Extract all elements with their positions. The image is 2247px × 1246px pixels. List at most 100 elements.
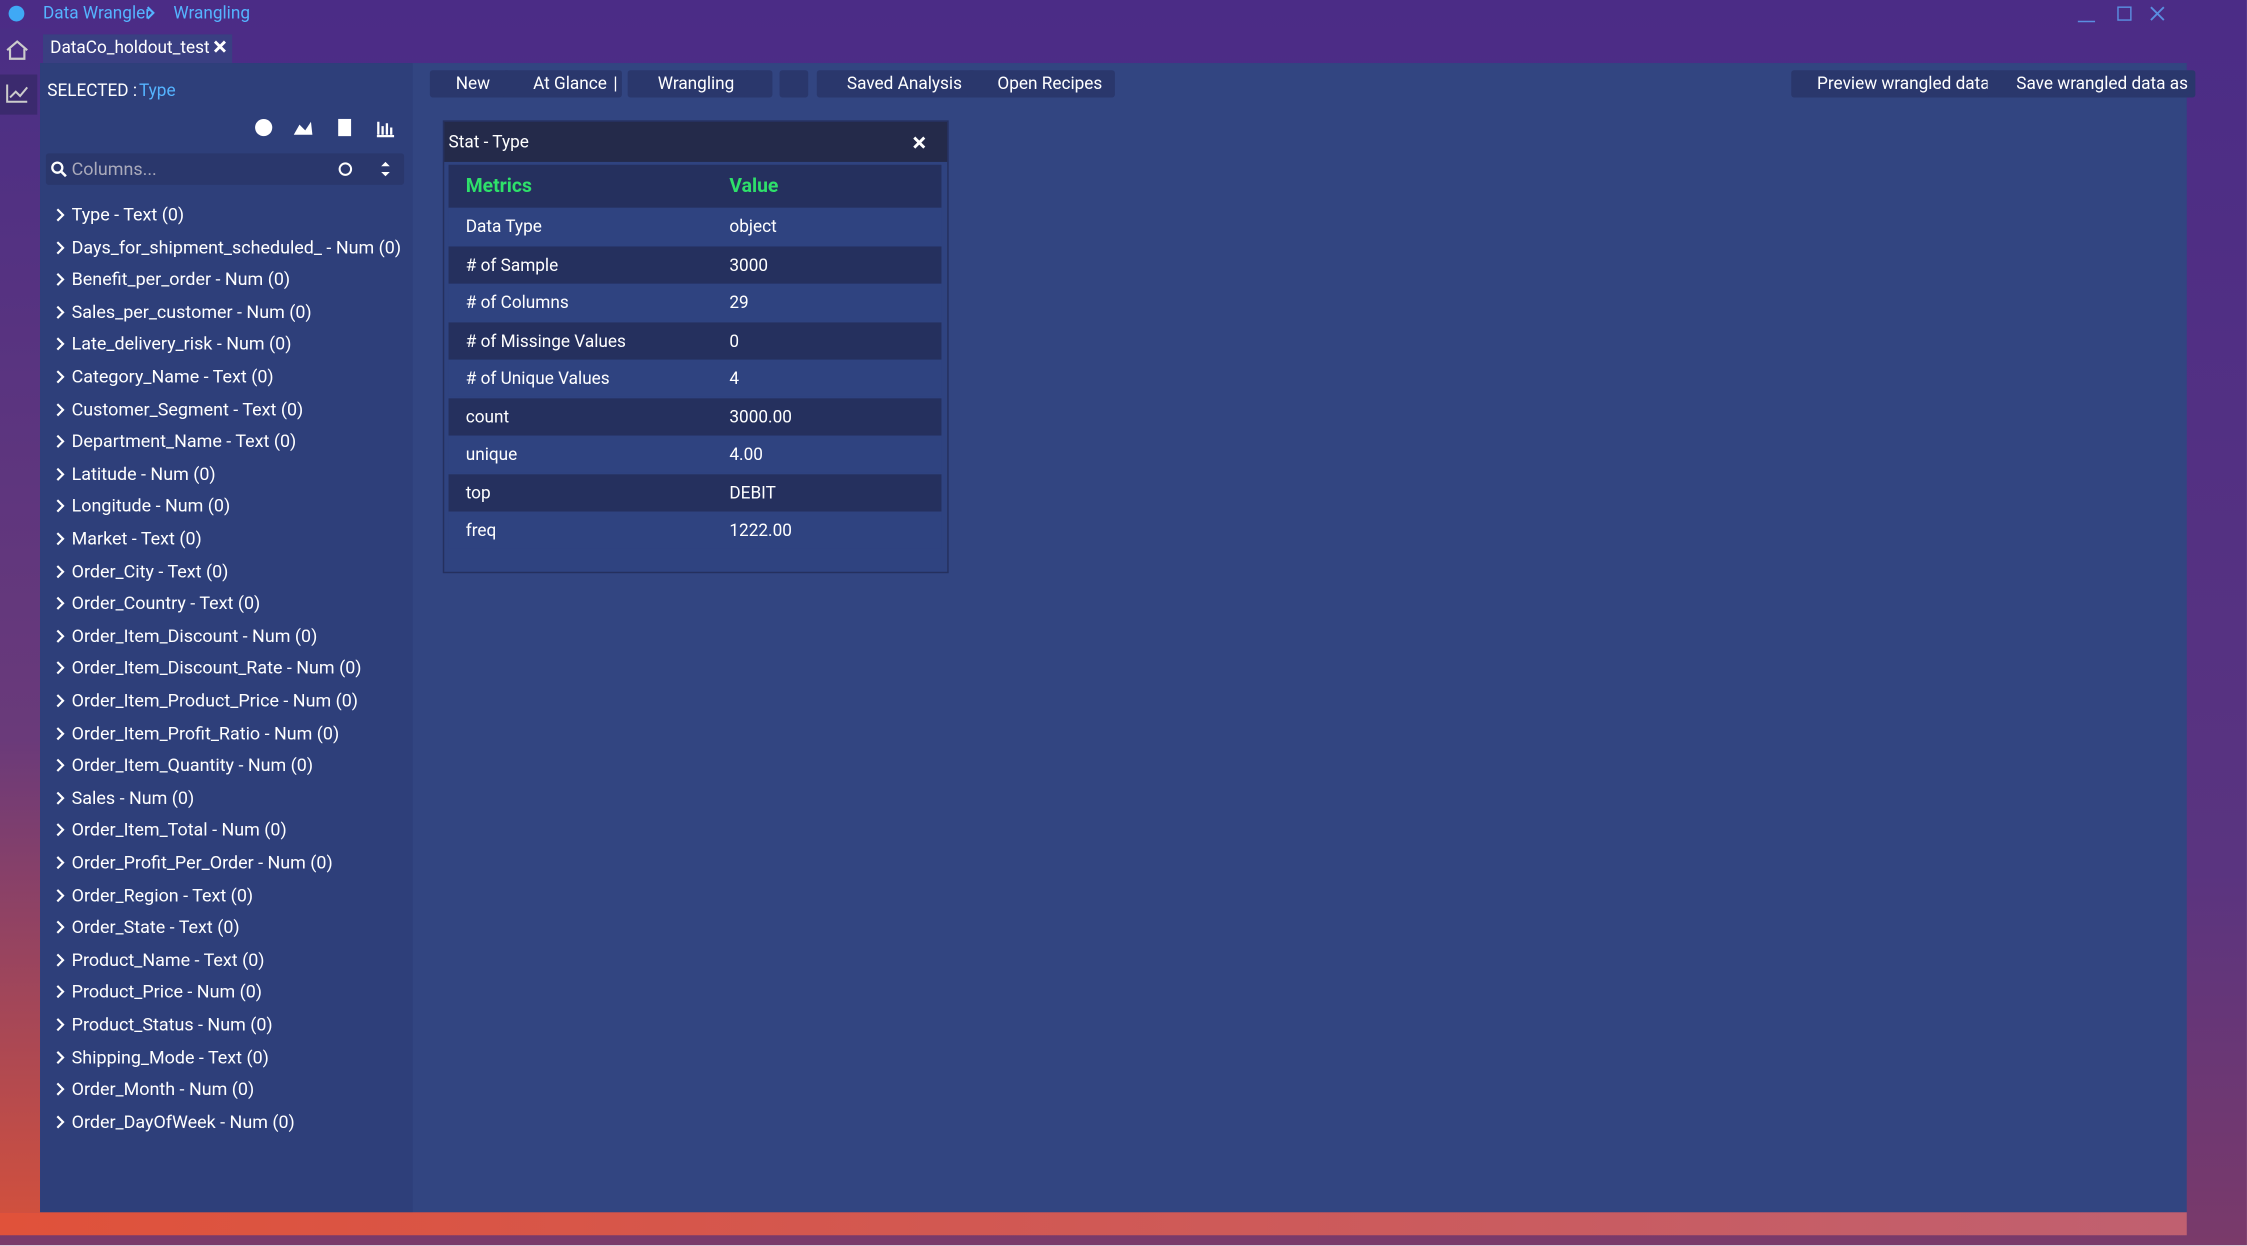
column-item[interactable]: Order_Item_Total - Num (0): [71, 820, 287, 842]
expand-chevron[interactable]: [54, 370, 65, 384]
expand-chevron[interactable]: [54, 596, 65, 611]
table-cell: # of Columns: [465, 292, 569, 313]
column-item[interactable]: Market - Text (0): [71, 528, 202, 551]
table-cell: top: [465, 482, 491, 503]
column-item[interactable]: Benefit_per_order - Num (0): [71, 269, 291, 292]
column-item[interactable]: Customer_Segment - Text (0): [71, 399, 304, 421]
expand-chevron[interactable]: [54, 337, 65, 351]
expand-chevron[interactable]: [54, 985, 65, 999]
column-item[interactable]: Order_Item_Discount - Num (0): [71, 625, 318, 648]
toolbar-button[interactable]: Saved Analysis: [816, 70, 976, 98]
toolbar-button[interactable]: At Glance: [502, 70, 622, 98]
expand-chevron[interactable]: [54, 856, 65, 870]
expand-chevron[interactable]: [54, 434, 65, 449]
column-item[interactable]: Department_Name - Text (0): [71, 431, 297, 454]
table-cell: 1222.00: [729, 520, 792, 541]
breadcrumb[interactable]: Wrangling: [173, 2, 250, 23]
toolbar-button[interactable]: Preview wrangled data: [1791, 70, 1997, 98]
column-item[interactable]: Order_Item_Profit_Ratio - Num (0): [71, 723, 340, 745]
column-item[interactable]: Shipping_Mode - Text (0): [71, 1046, 269, 1069]
window-controls[interactable]: [2075, 3, 2175, 26]
app-icon: [8, 5, 25, 22]
tab-close[interactable]: [213, 40, 227, 53]
column-item[interactable]: Longitude - Num (0): [71, 496, 231, 518]
expand-chevron[interactable]: [54, 629, 65, 643]
column-item[interactable]: Days_for_shipment_scheduled_ - Num (0): [71, 237, 402, 259]
button-label: Saved Analysis: [846, 73, 962, 94]
expand-chevron[interactable]: [54, 953, 65, 967]
expand-chevron[interactable]: [54, 888, 65, 902]
column-item[interactable]: Category_Name - Text (0): [71, 366, 274, 389]
expand-chevron[interactable]: [54, 1082, 65, 1096]
table-cell: 4.00: [729, 444, 763, 465]
expand-chevron[interactable]: [54, 467, 65, 481]
expand-chevron[interactable]: [54, 823, 65, 837]
column-item[interactable]: Order_Item_Product_Price - Num (0): [71, 690, 359, 713]
table-cell: # of Missinge Values: [465, 330, 626, 351]
expand-chevron[interactable]: [54, 1017, 65, 1032]
column-item[interactable]: Order_State - Text (0): [71, 917, 240, 939]
expand-chevron[interactable]: [54, 208, 65, 222]
column-item[interactable]: Order_Profit_Per_Order - Num (0): [71, 852, 333, 875]
column-item[interactable]: Sales - Num (0): [71, 787, 195, 810]
column-item[interactable]: Product_Price - Num (0): [71, 982, 263, 1004]
app-name[interactable]: Data Wrangler: [42, 2, 152, 23]
expand-chevron[interactable]: [54, 305, 65, 319]
table-row: [448, 511, 942, 549]
column-item[interactable]: Product_Name - Text (0): [71, 949, 265, 972]
column-item[interactable]: Order_Country - Text (0): [71, 593, 261, 616]
table-row: [448, 207, 942, 246]
table-row: [448, 245, 942, 284]
column-item[interactable]: Order_Region - Text (0): [71, 885, 254, 907]
column-item[interactable]: Order_Item_Quantity - Num (0): [71, 755, 314, 777]
expand-chevron[interactable]: [54, 402, 65, 416]
expand-chevron[interactable]: [54, 1115, 65, 1129]
sidebar-icons[interactable]: [252, 118, 402, 138]
column-item[interactable]: Order_Item_Discount_Rate - Num (0): [71, 658, 362, 680]
column-item[interactable]: Type - Text (0): [71, 204, 185, 227]
toolbar-button[interactable]: Wrangling: [627, 70, 751, 98]
table-icon[interactable]: [743, 70, 773, 98]
table-cell: DEBIT: [729, 482, 776, 503]
expand-chevron[interactable]: [54, 791, 65, 805]
left-nav: [0, 28, 41, 1213]
expand-chevron[interactable]: [54, 661, 65, 675]
expand-chevron[interactable]: [54, 564, 65, 578]
column-item[interactable]: Order_DayOfWeek - Num (0): [71, 1111, 295, 1134]
search-icon: [51, 161, 67, 178]
home-icon[interactable]: [6, 40, 29, 60]
table-cell: count: [465, 406, 510, 427]
expand-chevron[interactable]: [54, 273, 65, 287]
button-label: New: [455, 73, 491, 94]
table-cell: # of Sample: [465, 254, 559, 275]
expand-chevron[interactable]: [54, 499, 65, 513]
toolbar-button[interactable]: Open Recipes: [967, 70, 1115, 98]
column-item[interactable]: Order_City - Text (0): [71, 561, 229, 583]
folder-icon[interactable]: [779, 70, 809, 98]
column-item[interactable]: Latitude - Num (0): [71, 464, 216, 486]
table-cell: freq: [465, 520, 497, 541]
search-box[interactable]: [45, 153, 405, 185]
column-item[interactable]: Product_Status - Num (0): [71, 1014, 273, 1037]
table-row: [448, 397, 942, 435]
tab[interactable]: [42, 34, 233, 64]
expand-chevron[interactable]: [54, 726, 65, 740]
expand-chevron[interactable]: [54, 758, 65, 772]
toolbar-button[interactable]: Save wrangled data as: [1987, 70, 2196, 98]
expand-chevron[interactable]: [54, 1050, 65, 1064]
search-actions[interactable]: [337, 160, 394, 177]
column-item[interactable]: Late_delivery_risk - Num (0): [71, 334, 292, 356]
table-row: [448, 359, 942, 397]
tab-label: DataCo_holdout_test: [50, 37, 210, 58]
panel-close[interactable]: [913, 136, 926, 149]
toolbar-button[interactable]: New: [429, 70, 511, 98]
table-header-bg: [448, 164, 942, 208]
expand-chevron[interactable]: [54, 920, 65, 934]
expand-chevron[interactable]: [54, 240, 65, 254]
expand-chevron[interactable]: [54, 532, 65, 546]
column-item[interactable]: Order_Month - Num (0): [71, 1079, 255, 1101]
expand-chevron[interactable]: [54, 694, 65, 708]
table-cell: 3000.00: [729, 406, 792, 427]
column-item[interactable]: Sales_per_customer - Num (0): [71, 302, 312, 324]
